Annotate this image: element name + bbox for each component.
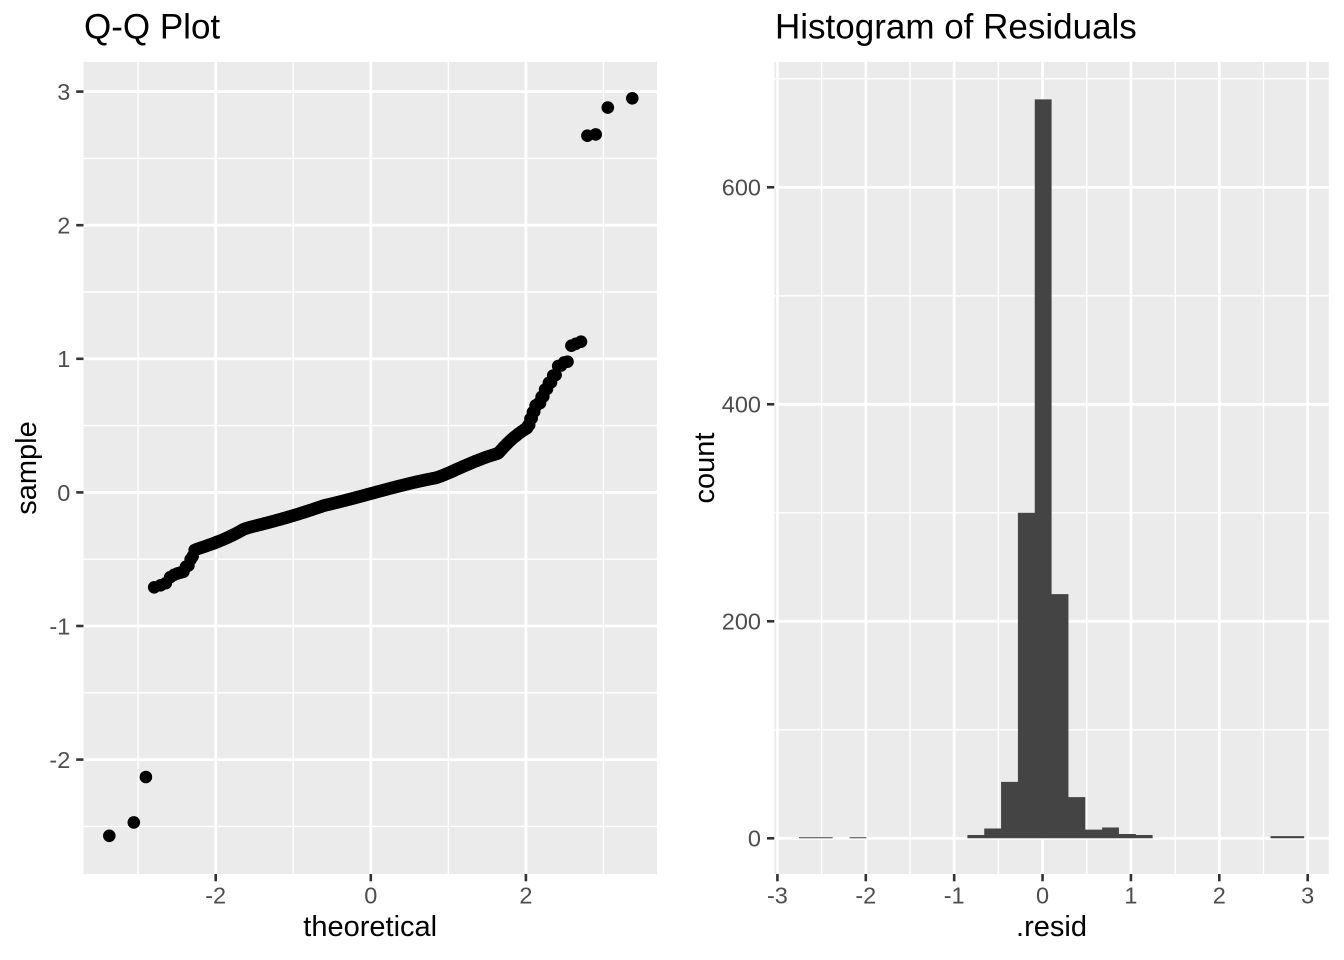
svg-text:-1: -1 bbox=[944, 883, 965, 909]
svg-text:3: 3 bbox=[1301, 883, 1314, 909]
svg-text:0: 0 bbox=[1036, 883, 1049, 909]
svg-text:400: 400 bbox=[722, 392, 761, 418]
svg-text:2: 2 bbox=[519, 883, 532, 909]
svg-text:-3: -3 bbox=[767, 883, 788, 909]
svg-text:Q-Q Plot: Q-Q Plot bbox=[84, 8, 220, 47]
svg-text:count: count bbox=[689, 433, 721, 504]
svg-text:0: 0 bbox=[364, 883, 377, 909]
svg-text:1: 1 bbox=[57, 346, 70, 372]
svg-text:-1: -1 bbox=[49, 613, 70, 639]
svg-text:-2: -2 bbox=[855, 883, 876, 909]
svg-text:sample: sample bbox=[11, 421, 43, 515]
svg-text:theoretical: theoretical bbox=[303, 911, 437, 943]
svg-text:-2: -2 bbox=[49, 747, 70, 773]
svg-text:0: 0 bbox=[748, 826, 761, 852]
svg-text:3: 3 bbox=[57, 79, 70, 105]
svg-text:1: 1 bbox=[1124, 883, 1137, 909]
svg-text:-2: -2 bbox=[205, 883, 226, 909]
svg-text:.resid: .resid bbox=[1016, 911, 1087, 943]
svg-text:Histogram of Residuals: Histogram of Residuals bbox=[775, 8, 1137, 47]
svg-text:2: 2 bbox=[57, 213, 70, 239]
svg-text:600: 600 bbox=[722, 175, 761, 201]
svg-text:0: 0 bbox=[57, 480, 70, 506]
svg-text:200: 200 bbox=[722, 609, 761, 635]
svg-text:2: 2 bbox=[1213, 883, 1226, 909]
